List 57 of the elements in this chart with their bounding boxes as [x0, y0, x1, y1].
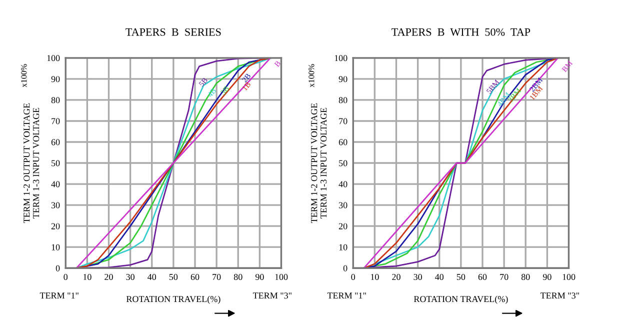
text: TERM "1" — [327, 292, 366, 299]
y-tick-label: 70 — [52, 118, 60, 124]
x-tick-label: 40 — [435, 274, 444, 280]
x-tick-label: 100 — [275, 274, 288, 280]
x-tick-label: 50 — [169, 274, 178, 280]
y-tick-label: 0 — [343, 265, 348, 272]
text: TERM "1" — [40, 292, 78, 299]
x-axis-title: ROTATION TRAVEL(%) — [414, 296, 508, 304]
y-tick-label: 20 — [51, 223, 60, 230]
x-tick-label: 80 — [234, 274, 242, 280]
y-tick-label: 30 — [51, 202, 60, 208]
x-tick-label: 80 — [521, 274, 530, 280]
y-tick-label: 60 — [338, 139, 348, 146]
y-tick-label: 10 — [52, 244, 60, 250]
x-tick-label: 50 — [456, 274, 466, 280]
x-tick-label: 0 — [64, 274, 68, 280]
text: TERM "3" — [540, 292, 579, 299]
x-tick-label: 100 — [562, 274, 576, 280]
y-tick-label: 0 — [56, 265, 60, 272]
x-tick-label: 60 — [478, 274, 487, 280]
text: TERM "3" — [252, 292, 292, 299]
y-tick-label: 20 — [338, 223, 348, 230]
x-tick-label: 70 — [212, 274, 221, 280]
y-tick-label: 10 — [339, 244, 348, 250]
y-axis-title: TERM 1-2 OUTPUT VOLTAGE TERM 1-3 INPUT VOLTAGE — [24, 103, 40, 223]
y-tick-label: 90 — [51, 76, 60, 82]
x-tick-label: 0 — [351, 274, 356, 280]
x-tick-label: 90 — [542, 274, 552, 280]
y-tick-label: 100 — [334, 55, 348, 62]
x-tick-label: 30 — [414, 274, 422, 280]
x-tick-label: 10 — [370, 274, 379, 280]
y-tick-label: 70 — [339, 118, 348, 124]
x-tick-label: 90 — [255, 274, 264, 280]
y-tick-label: 50 — [339, 160, 348, 166]
line-series — [76, 58, 272, 268]
text: x100% — [21, 64, 27, 88]
y-tick-label: 50 — [52, 160, 60, 166]
x-tick-label: 60 — [190, 274, 200, 280]
x-tick-label: 70 — [500, 274, 508, 280]
chart-title: TAPERS B WITH 50% TAP — [392, 28, 530, 36]
chart-title: TAPERS B SERIES — [126, 28, 221, 36]
y-tick-label: 30 — [338, 202, 348, 208]
y-tick-label: 80 — [51, 97, 60, 104]
y-tick-label: 80 — [338, 97, 348, 104]
y-axis-title: TERM 1-2 OUTPUT VOLTAGE TERM 1-3 INPUT VOLTAGE — [311, 103, 327, 223]
y-tick-label: 60 — [51, 139, 60, 146]
x-tick-label: 20 — [392, 274, 400, 280]
x-tick-label: 20 — [104, 274, 113, 280]
y-tick-label: 40 — [51, 181, 60, 188]
y-tick-label: 100 — [47, 55, 60, 62]
text: x100% — [308, 64, 314, 88]
y-tick-label: 40 — [338, 181, 348, 188]
x-tick-label: 40 — [148, 274, 156, 280]
y-tick-label: 90 — [338, 76, 348, 82]
x-tick-label: 10 — [83, 274, 92, 280]
x-tick-label: 30 — [126, 274, 134, 280]
x-axis-title: ROTATION TRAVEL(%) — [126, 296, 220, 304]
